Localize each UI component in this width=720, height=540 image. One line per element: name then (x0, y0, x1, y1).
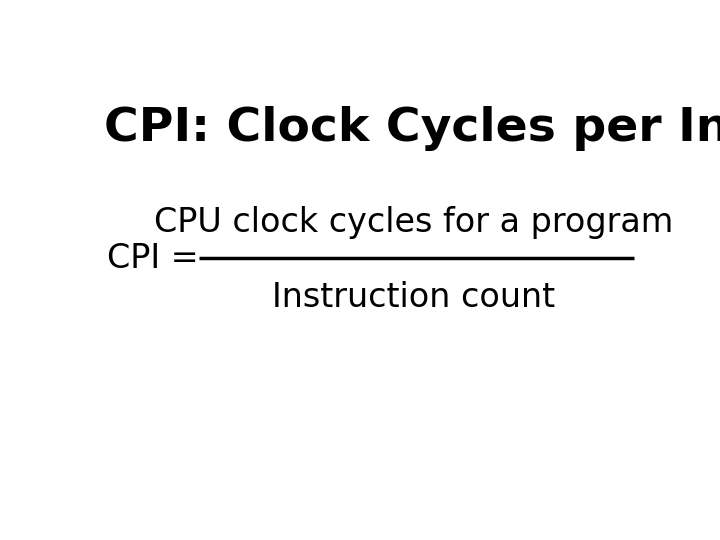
Text: CPI =: CPI = (107, 241, 209, 275)
Text: CPI: Clock Cycles per Instruction: CPI: Clock Cycles per Instruction (104, 106, 720, 151)
Text: Instruction count: Instruction count (272, 281, 555, 314)
Text: CPU clock cycles for a program: CPU clock cycles for a program (154, 206, 673, 239)
